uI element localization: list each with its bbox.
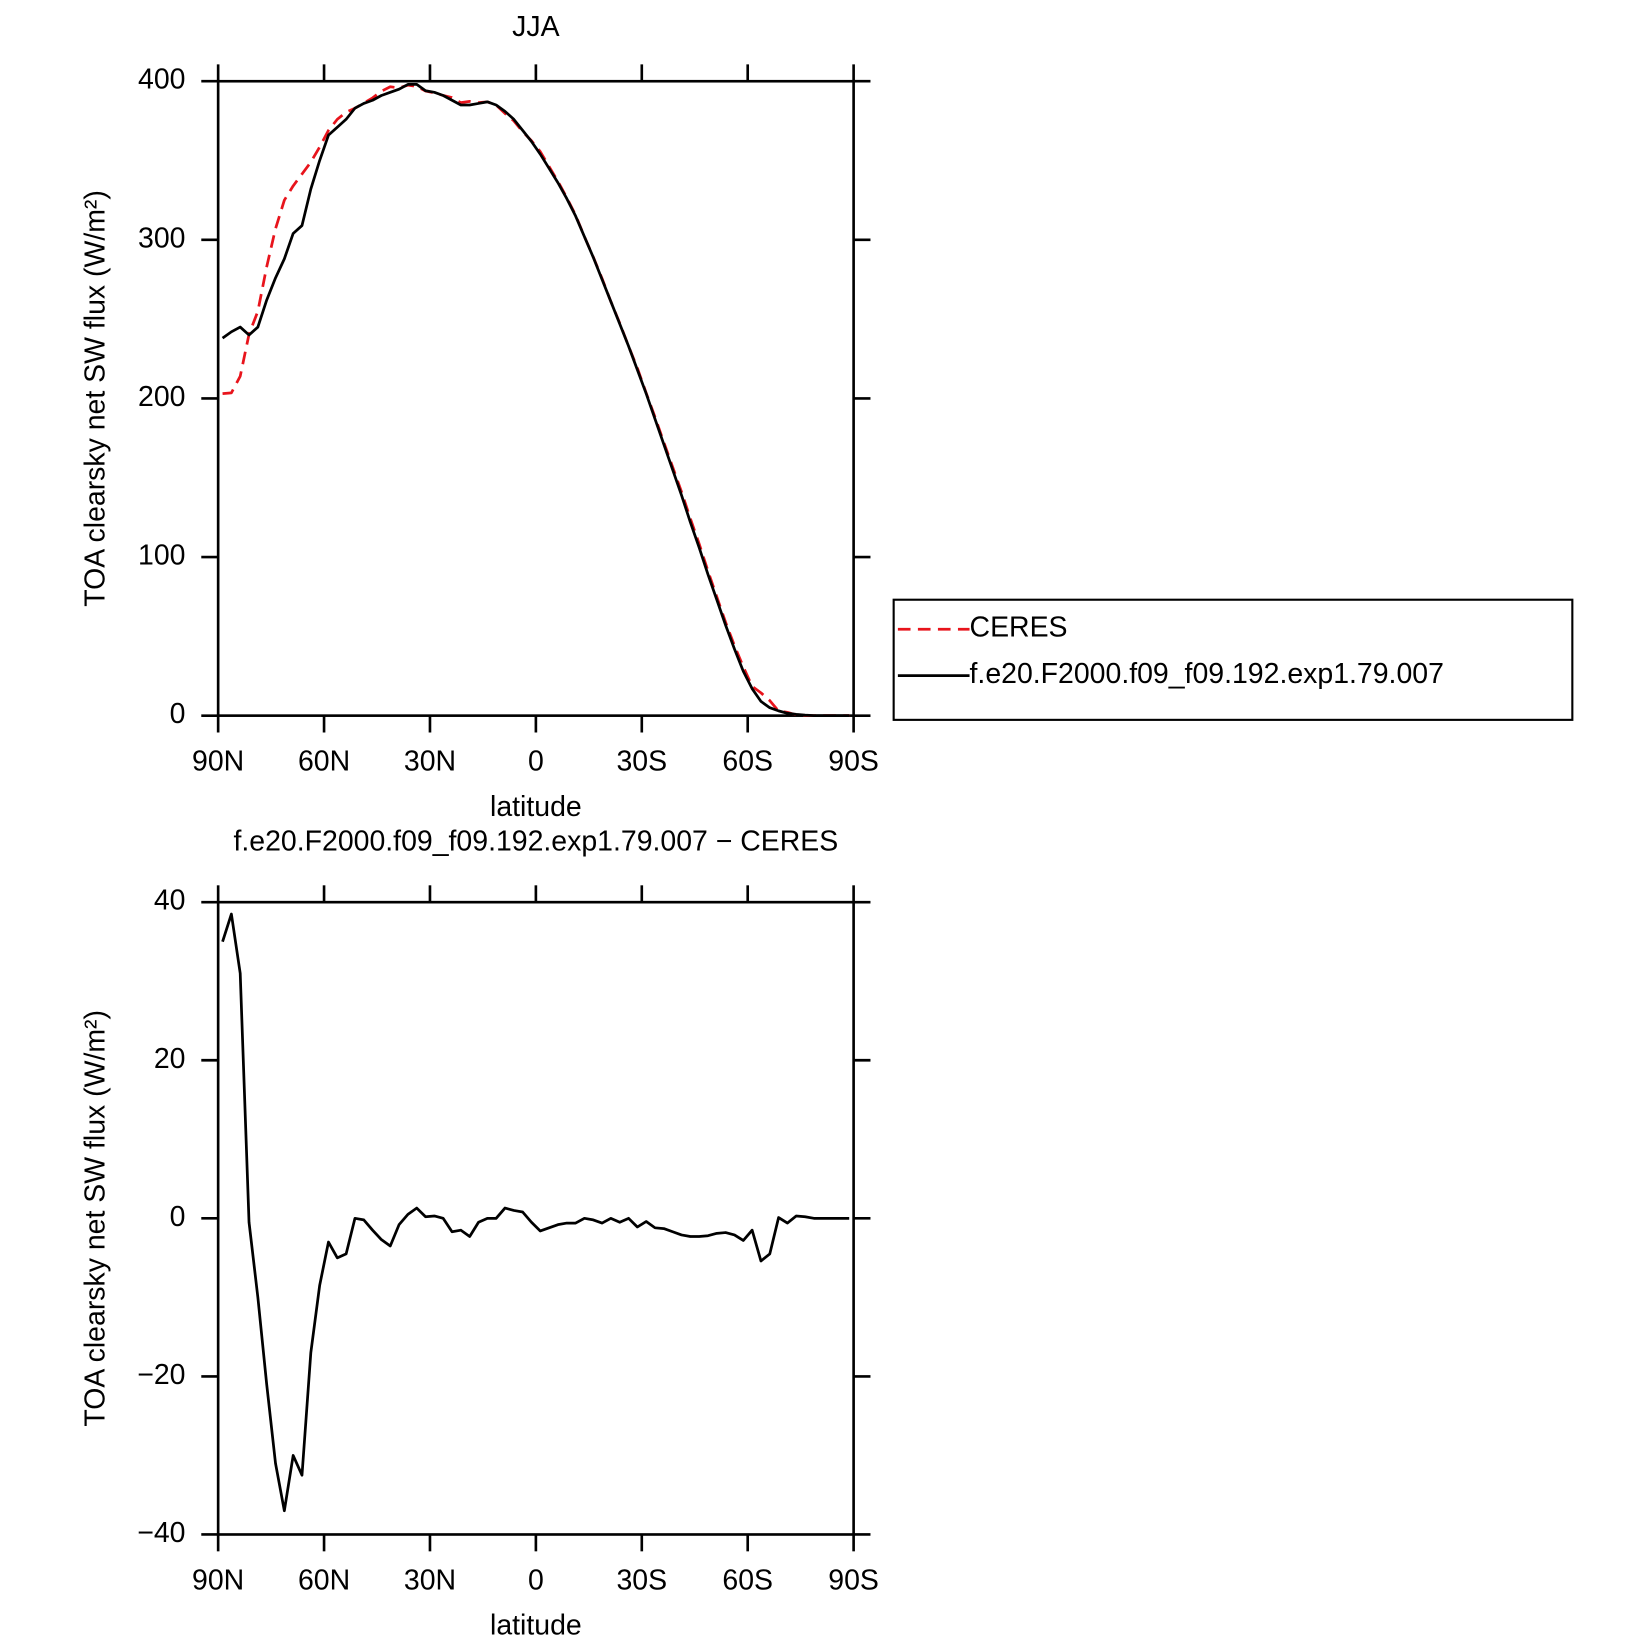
legend-label: f.e20.F2000.f09_f09.192.exp1.79.007 (970, 658, 1444, 690)
y-tick-label: −40 (137, 1517, 185, 1549)
legend-box (892, 598, 1574, 721)
x-tick-label: 60N (298, 1564, 350, 1596)
x-tick-label: 90S (828, 746, 879, 778)
data-line (222, 83, 850, 718)
chart-title: JJA (512, 11, 559, 43)
x-tick-label: 90S (828, 1564, 879, 1596)
plot-frame (216, 900, 855, 1536)
x-tick-label: 90N (192, 746, 244, 778)
y-tick-label: 300 (138, 222, 185, 254)
legend: CERES f.e20.F2000.f09_f09.192.exp1.79.007 (892, 598, 1574, 721)
x-tick-label: 0 (528, 746, 544, 778)
x-tick-label: 30S (616, 1564, 667, 1596)
x-tick-label: 30N (404, 1564, 456, 1596)
x-tick-label: 60S (722, 746, 773, 778)
y-tick-label: 0 (170, 1201, 186, 1233)
data-line (221, 83, 850, 718)
y-tick-label: 200 (138, 381, 185, 413)
y-tick-label: 400 (138, 64, 185, 96)
x-tick-label: 60N (298, 746, 350, 778)
y-axis-label: TOA clearsky net SW flux (W/m²) (79, 190, 111, 607)
y-tick-label: 20 (154, 1043, 186, 1075)
x-axis-label: latitude (490, 1610, 582, 1641)
x-tick-label: 30N (404, 746, 456, 778)
y-tick-label: 100 (138, 540, 185, 572)
chart-title: f.e20.F2000.f09_f09.192.exp1.79.007 − CE… (234, 826, 839, 858)
x-axis-label: latitude (490, 791, 582, 823)
x-tick-label: 60S (722, 1564, 773, 1596)
y-tick-label: 0 (170, 698, 186, 730)
x-tick-label: 0 (528, 1564, 544, 1596)
y-tick-label: −20 (137, 1359, 185, 1391)
y-axis-label: TOA clearsky net SW flux (W/m²) (79, 1010, 111, 1427)
y-tick-label: 40 (154, 885, 186, 917)
x-tick-label: 30S (616, 746, 667, 778)
legend-label: CERES (970, 612, 1068, 644)
data-line (221, 912, 850, 1513)
x-tick-label: 90N (192, 1564, 244, 1596)
